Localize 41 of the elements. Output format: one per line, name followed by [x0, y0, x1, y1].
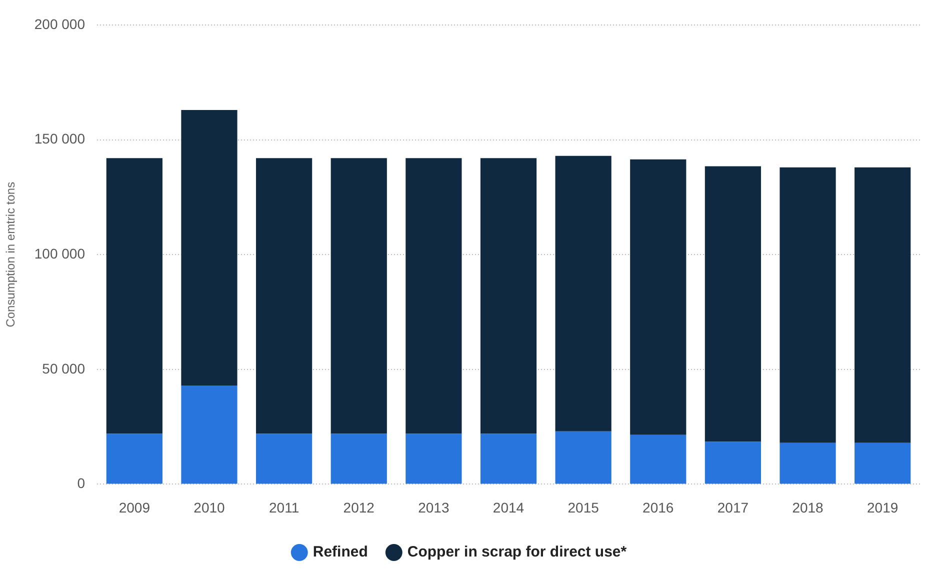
y-tick-label: 150 000 [34, 130, 86, 147]
x-tick-label: 2012 [343, 499, 375, 516]
x-tick-label: 2011 [268, 499, 300, 516]
x-tick-label: 2017 [717, 499, 749, 516]
bar [406, 158, 462, 434]
x-tick-label: 2010 [194, 499, 226, 516]
legend-label: Refined [312, 544, 368, 561]
bar [330, 158, 387, 434]
bar [256, 158, 312, 434]
x-tick-label: 2018 [792, 499, 824, 516]
bar [106, 158, 162, 434]
bar [181, 385, 238, 484]
bar [630, 159, 686, 435]
y-tick-label: 100 000 [34, 245, 86, 262]
x-tick-label: 2013 [418, 499, 450, 516]
y-tick-label: 200 000 [34, 16, 86, 32]
bar [704, 166, 762, 442]
bar [480, 158, 537, 434]
x-tick-label: 2014 [492, 499, 524, 516]
x-tick-label: 2019 [867, 499, 898, 516]
bar [555, 431, 612, 484]
legend-label: Copper in scrap for direct use* [407, 544, 627, 561]
x-tick-label: 2015 [568, 499, 600, 516]
bar [854, 442, 911, 484]
bar [780, 442, 836, 484]
bar [480, 434, 537, 484]
bar [406, 434, 462, 484]
y-tick-label: 0 [77, 475, 86, 492]
bar [256, 434, 312, 484]
bar [704, 442, 762, 484]
x-tick-label: 2009 [118, 499, 150, 516]
bar [630, 434, 686, 484]
y-tick-label: 50 000 [42, 360, 86, 376]
bar [854, 167, 911, 443]
y-axis-title: Consumption in emtric tons [4, 182, 18, 328]
bar [106, 434, 162, 484]
bar [181, 110, 238, 386]
bar [555, 156, 612, 432]
bar [780, 167, 836, 443]
x-tick-label: 2016 [642, 499, 674, 516]
bar [330, 434, 387, 484]
